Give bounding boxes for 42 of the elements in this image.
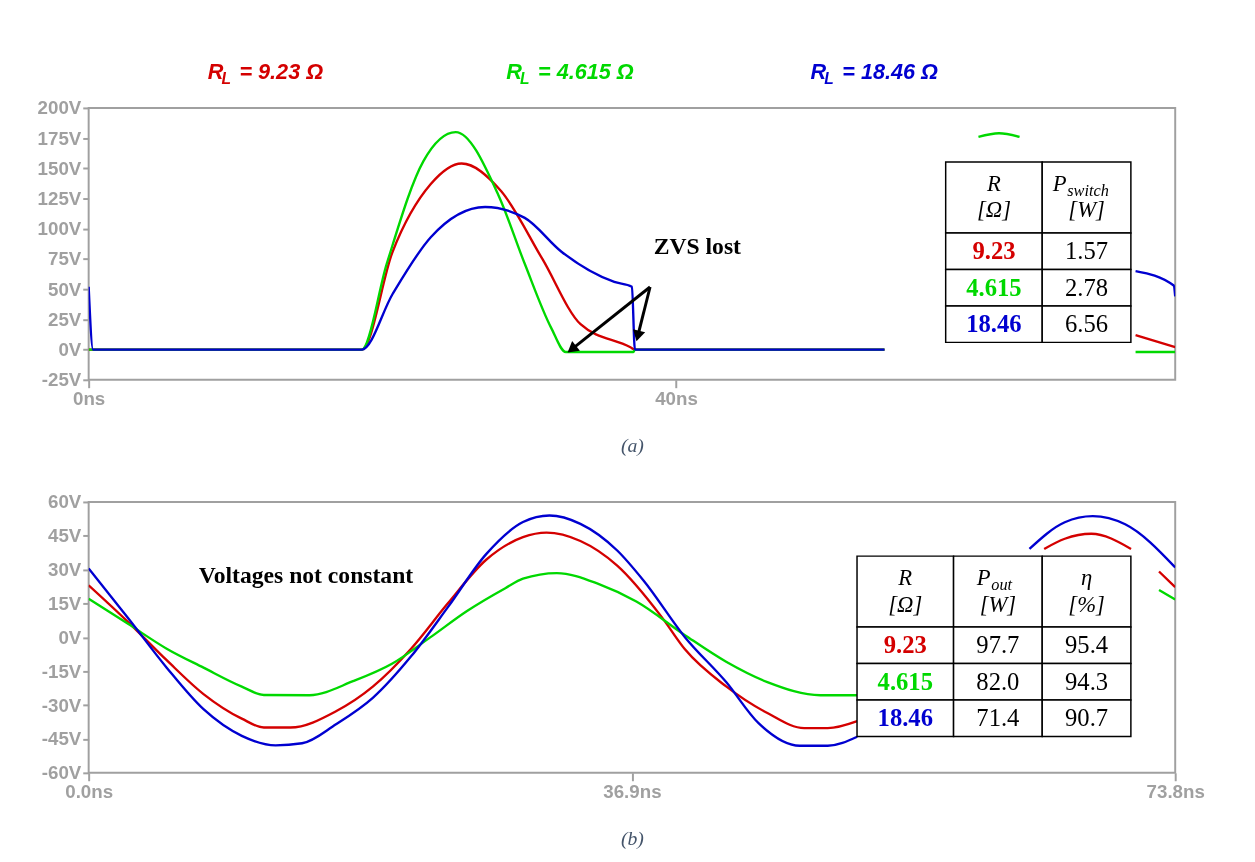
annotation: 4.615	[877, 667, 933, 695]
annotation: 82.0	[976, 667, 1020, 695]
annotation: R [Ω]	[888, 565, 923, 617]
y-tick-label: -30V	[41, 694, 82, 716]
y-tick-label: 30V	[47, 559, 82, 581]
annotation: 18.46	[966, 310, 1022, 338]
y-tick-label: 0V	[58, 626, 82, 648]
annotation: 18.46	[877, 704, 933, 732]
y-tick-label: 200V	[37, 97, 82, 119]
y-tick-label: -15V	[41, 660, 82, 682]
annotation: 90.7	[1065, 704, 1109, 732]
y-tick-label: 45V	[47, 525, 82, 547]
annotation: 9.23	[883, 631, 927, 659]
annotation: 97.7	[976, 631, 1020, 659]
x-tick-label: 36.9ns	[603, 780, 662, 802]
x-tick-label: 40ns	[655, 387, 698, 409]
annotation: η [%]	[1068, 565, 1105, 617]
annotation: 6.56	[1065, 310, 1109, 338]
x-axis-title: (b)	[620, 827, 644, 851]
annotation: 94.3	[1065, 667, 1109, 695]
annotation: R [Ω]	[976, 171, 1011, 223]
annotation: 9.23	[972, 237, 1016, 265]
annotation: 95.4	[1065, 631, 1109, 659]
annotation: 2.78	[1065, 273, 1109, 301]
y-tick-label: 150V	[37, 157, 82, 179]
x-axis-title: (a)	[620, 434, 644, 458]
annotation: Voltages not constant	[198, 561, 414, 588]
y-tick-label: 25V	[47, 308, 82, 330]
y-tick-label: 100V	[37, 218, 82, 240]
annotation: 4.615	[966, 273, 1022, 301]
y-tick-label: -45V	[41, 728, 82, 750]
annotation: 1.57	[1065, 237, 1109, 265]
y-tick-label: 15V	[47, 592, 82, 614]
y-tick-label: 60V	[47, 491, 82, 513]
y-tick-label: 50V	[47, 278, 82, 300]
x-tick-label: 73.8ns	[1146, 780, 1205, 802]
annotation: ZVS lost	[653, 233, 742, 260]
y-tick-label: 0V	[58, 339, 82, 360]
y-tick-label: 175V	[37, 127, 82, 149]
y-tick-label: 75V	[47, 248, 82, 270]
y-tick-label: 125V	[37, 187, 82, 209]
annotation: 71.4	[976, 704, 1020, 732]
